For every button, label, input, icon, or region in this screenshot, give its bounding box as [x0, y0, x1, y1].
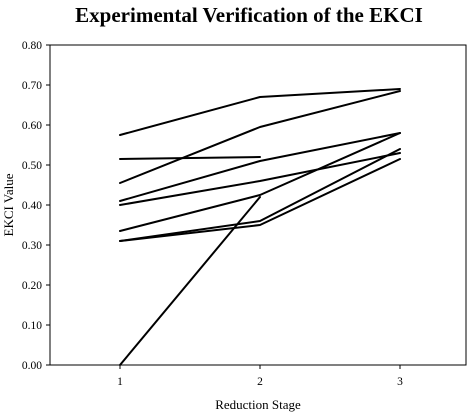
y-tick-label: 0.50 [22, 160, 42, 172]
y-axis: 0.00 0.10 0.20 0.30 0.40 0.50 0.60 0.70 0.80 [22, 40, 50, 372]
series-line-5 [119, 152, 401, 206]
y-tick-label: 0.70 [22, 80, 42, 92]
series-line-3 [119, 90, 401, 184]
x-tick-label: 2 [257, 376, 263, 388]
y-tick-label: 0.30 [22, 240, 42, 252]
y-tick-label: 0.20 [22, 280, 42, 292]
y-axis-label: EKCI Value [1, 173, 16, 236]
x-tick-label: 3 [397, 376, 403, 388]
series-line-7 [119, 148, 401, 242]
series-line-4 [119, 132, 401, 202]
series-line-2 [119, 156, 261, 160]
plot-area [49, 44, 467, 366]
y-tick-label: 0.40 [22, 200, 42, 212]
y-tick-label: 0.00 [22, 360, 42, 372]
series-line-8 [119, 158, 401, 242]
x-axis-label: Reduction Stage [215, 397, 301, 412]
y-tick-label: 0.60 [22, 120, 42, 132]
series-lines [119, 88, 401, 366]
series-line-1 [119, 88, 401, 136]
x-tick-label: 1 [117, 376, 123, 388]
chart-title: Experimental Verification of the EKCI [75, 3, 423, 27]
x-axis: 1 2 3 [117, 365, 403, 388]
y-tick-label: 0.10 [22, 320, 42, 332]
y-tick-label: 0.80 [22, 40, 42, 52]
series-line-9 [119, 196, 261, 366]
series-line-6 [119, 132, 401, 232]
